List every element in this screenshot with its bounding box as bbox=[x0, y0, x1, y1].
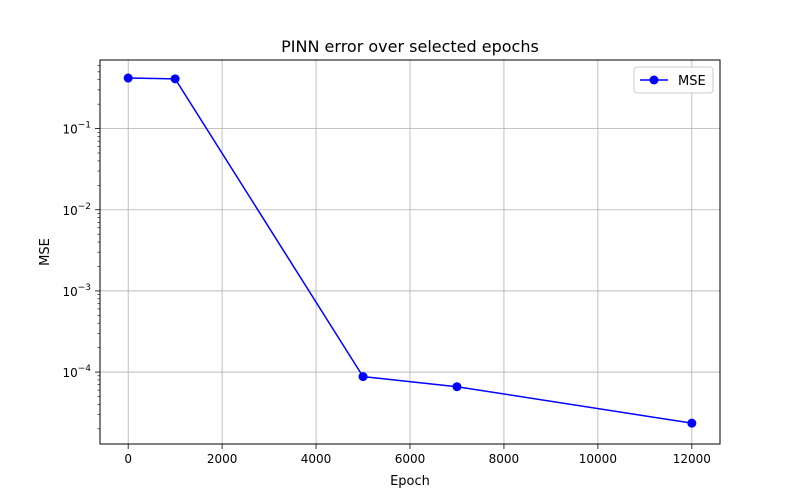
x-tick-label: 6000 bbox=[395, 452, 426, 466]
x-axis-label: Epoch bbox=[390, 474, 430, 489]
x-axis-ticks: 0 2000 4000 6000 8000 10000 12000 bbox=[124, 444, 711, 466]
y-tick-label: 10−3 bbox=[62, 283, 91, 299]
legend: MSE bbox=[633, 66, 714, 94]
series-layer bbox=[123, 73, 697, 428]
x-tick-label: 2000 bbox=[207, 452, 238, 466]
data-point bbox=[358, 372, 368, 382]
y-axis-label: MSE bbox=[38, 238, 53, 266]
x-tick-label: 8000 bbox=[489, 452, 520, 466]
x-tick-label: 12000 bbox=[673, 452, 711, 466]
y-tick-label: 10−1 bbox=[62, 121, 91, 137]
legend-label-mse: MSE bbox=[678, 74, 706, 89]
x-tick-label: 10000 bbox=[579, 452, 617, 466]
y-axis-ticks: 10−1 10−2 10−3 10−4 bbox=[62, 65, 100, 430]
x-tick-label: 4000 bbox=[301, 452, 332, 466]
legend-box bbox=[633, 66, 714, 94]
chart-title: PINN error over selected epochs bbox=[281, 37, 539, 56]
y-tick-label: 10−2 bbox=[62, 202, 91, 218]
data-point bbox=[687, 418, 697, 428]
data-point bbox=[123, 73, 133, 83]
y-tick-label: 10−4 bbox=[62, 364, 91, 380]
data-point bbox=[452, 382, 462, 392]
grid bbox=[100, 60, 720, 444]
data-point bbox=[170, 74, 180, 84]
x-tick-label: 0 bbox=[124, 452, 132, 466]
legend-marker-mse bbox=[649, 75, 659, 85]
